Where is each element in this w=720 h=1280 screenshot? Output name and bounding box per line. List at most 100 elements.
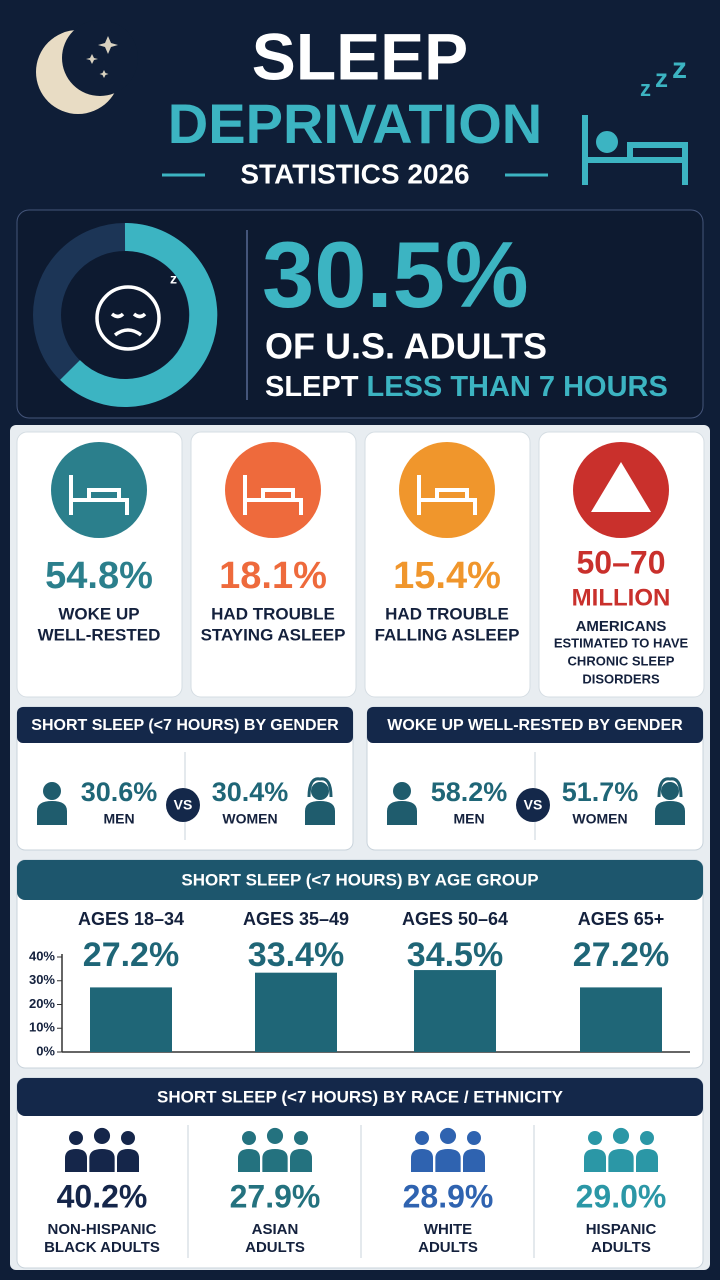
race-value: 28.9%	[403, 1178, 494, 1214]
people-icon	[435, 1149, 461, 1172]
bed-icon	[417, 475, 477, 515]
hero-text-part: SLEPT	[265, 371, 359, 403]
x-tick-label: AGES 18–34	[78, 909, 184, 929]
person-icon	[393, 782, 411, 800]
people-icon	[238, 1149, 260, 1172]
subtitle: STATISTICS 2026	[240, 158, 469, 189]
y-tick-label: 40%	[29, 948, 55, 963]
race-label: BLACK ADULTS	[44, 1239, 160, 1256]
x-tick-label: AGES 65+	[578, 909, 665, 929]
x-tick-label: AGES 35–49	[243, 909, 349, 929]
stat-label: FALLING ASLEEP	[375, 625, 520, 644]
stat-value: 50–70	[577, 544, 666, 580]
people-icon	[242, 1131, 256, 1145]
svg-text:z: z	[672, 52, 687, 85]
people-icon	[584, 1149, 606, 1172]
women-value: 30.4%	[212, 777, 289, 807]
race-label: ADULTS	[591, 1239, 651, 1256]
stat-label: WOKE UP	[58, 604, 139, 623]
svg-text:z: z	[655, 63, 668, 93]
y-tick-label: 10%	[29, 1020, 55, 1035]
ring	[60, 222, 218, 407]
bed-icon	[243, 475, 303, 515]
hero-value: 30.5%	[262, 222, 529, 327]
hero-text: OF U.S. ADULTS	[265, 326, 547, 367]
bar	[580, 987, 662, 1052]
person-hair	[307, 777, 333, 798]
age-header	[17, 860, 703, 900]
warning-icon	[591, 462, 651, 512]
bar	[90, 987, 172, 1052]
people-icon	[636, 1149, 658, 1172]
people-icon	[266, 1127, 284, 1144]
stat-label: WELL-RESTED	[38, 625, 161, 644]
people-icon	[262, 1149, 288, 1172]
svg-text:z: z	[640, 76, 651, 101]
bed-icon	[69, 475, 129, 515]
vs-badge	[166, 788, 200, 822]
stat-value: MILLION	[572, 584, 671, 611]
stat-label: DISORDERS	[582, 671, 660, 686]
stat-value: 18.1%	[219, 555, 327, 597]
women-value: 51.7%	[562, 777, 639, 807]
sad-face-icon: z	[95, 271, 177, 351]
people-icon	[463, 1149, 485, 1172]
bar-value-label: 34.5%	[407, 936, 503, 974]
women-label: WOMEN	[222, 811, 277, 827]
person-hair	[657, 777, 683, 798]
men-value: 30.6%	[81, 777, 158, 807]
men-label: MEN	[453, 811, 484, 827]
y-tick-label: 0%	[36, 1043, 55, 1058]
gender-header	[367, 707, 703, 743]
people-icon	[290, 1149, 312, 1172]
stat-label: HAD TROUBLE	[385, 604, 509, 623]
moon-icon	[36, 20, 138, 114]
race-value: 27.9%	[230, 1178, 321, 1214]
race-label: HISPANIC	[586, 1221, 657, 1238]
race-label: ADULTS	[418, 1239, 478, 1256]
race-value: 29.0%	[576, 1178, 667, 1214]
stat-value: 15.4%	[393, 555, 501, 597]
person-icon	[655, 801, 685, 825]
title: SLEEP	[252, 19, 468, 93]
people-icon	[608, 1149, 634, 1172]
bar-value-label: 33.4%	[248, 936, 344, 974]
stat-label: HAD TROUBLE	[211, 604, 335, 623]
people-icon	[439, 1127, 457, 1144]
people-icon	[640, 1131, 654, 1145]
title: DEPRIVATION	[168, 92, 542, 155]
people-icon	[612, 1127, 630, 1144]
race-header	[17, 1078, 703, 1116]
race-label: ASIAN	[252, 1221, 299, 1238]
people-icon	[467, 1131, 481, 1145]
people-icon	[294, 1131, 308, 1145]
hero-text-part: LESS THAN 7 HOURS	[367, 371, 668, 403]
svg-text:z: z	[170, 271, 177, 287]
people-icon	[65, 1149, 87, 1172]
vs-badge	[516, 788, 550, 822]
vs-text: VS	[174, 797, 193, 813]
vs-text: VS	[524, 797, 543, 813]
people-icon	[93, 1127, 111, 1144]
stat-label: ESTIMATED TO HAVE	[554, 635, 689, 650]
x-tick-label: AGES 50–64	[402, 909, 508, 929]
person-icon	[387, 801, 417, 825]
stat-label: AMERICANS	[576, 618, 667, 635]
race-title: SHORT SLEEP (<7 HOURS) BY RACE / ETHNICI…	[157, 1087, 564, 1106]
people-icon	[588, 1131, 602, 1145]
person-icon	[305, 801, 335, 825]
bar	[414, 970, 496, 1052]
gender-title: WOKE UP WELL-RESTED BY GENDER	[387, 717, 683, 734]
gender-header	[17, 707, 353, 743]
person-icon	[37, 801, 67, 825]
men-value: 58.2%	[431, 777, 508, 807]
person-icon	[311, 782, 329, 800]
hero-text: SLEPT LESS THAN 7 HOURS	[265, 371, 668, 403]
race-label: ADULTS	[245, 1239, 305, 1256]
y-tick-label: 20%	[29, 996, 55, 1011]
people-icon	[89, 1149, 115, 1172]
race-label: NON-HISPANIC	[48, 1221, 157, 1238]
people-icon	[121, 1131, 135, 1145]
women-label: WOMEN	[572, 811, 627, 827]
